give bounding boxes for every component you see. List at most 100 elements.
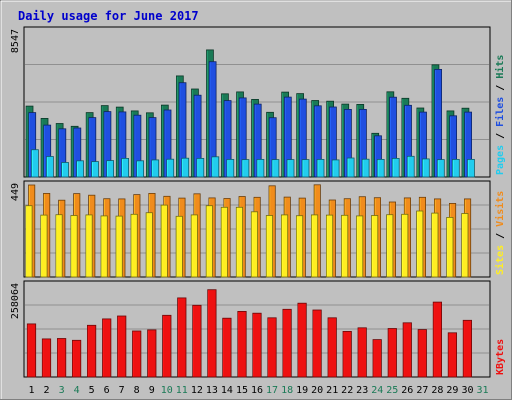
bar-pages-day-6	[106, 160, 114, 178]
x-label-day-16: 16	[251, 385, 263, 396]
panel-max-label: 449	[10, 183, 21, 201]
bar-kbytes-day-2	[41, 338, 52, 378]
bar-sites-day-6	[100, 215, 108, 278]
panel-kbytes: 258064 KBytes	[10, 280, 506, 378]
x-label-day-23: 23	[356, 385, 368, 396]
legend-entry-hits: Hits	[494, 55, 506, 79]
bar-sites-day-12	[190, 214, 198, 278]
bar-sites-day-26	[401, 213, 409, 278]
bar-sites-day-11	[175, 215, 183, 278]
x-label-day-22: 22	[341, 385, 353, 396]
bar-sites-day-10	[160, 204, 168, 278]
x-label-day-19: 19	[296, 385, 308, 396]
bar-pages-day-29	[451, 158, 460, 178]
x-label-day-18: 18	[281, 385, 293, 396]
legend-entry-kbytes: KBytes	[495, 339, 506, 375]
bar-kbytes-day-13	[207, 289, 217, 378]
bar-kbytes-day-6	[102, 318, 112, 378]
bar-sites-day-13	[205, 205, 213, 278]
bar-kbytes-day-7	[117, 315, 127, 378]
x-label-day-7: 7	[119, 385, 125, 396]
bar-kbytes-day-15	[237, 310, 247, 378]
bar-sites-day-25	[386, 214, 394, 278]
x-label-day-24: 24	[371, 385, 383, 396]
x-label-day-2: 2	[43, 385, 49, 396]
bar-pages-day-17	[271, 159, 280, 178]
x-label-day-10: 10	[161, 385, 173, 396]
bar-pages-day-5	[91, 161, 99, 178]
x-label-day-11: 11	[176, 385, 188, 396]
panel-max-label: 258064	[10, 283, 21, 319]
bar-sites-day-22	[341, 214, 349, 278]
bar-sites-day-19	[295, 215, 304, 278]
bar-pages-day-14	[226, 158, 235, 178]
x-label-day-27: 27	[416, 385, 428, 396]
x-label-day-8: 8	[134, 385, 140, 396]
bar-kbytes-day-8	[132, 330, 142, 378]
bar-kbytes-day-10	[162, 314, 172, 378]
x-label-day-13: 13	[206, 385, 218, 396]
bar-kbytes-day-19	[297, 302, 307, 378]
bar-kbytes-day-11	[177, 297, 187, 378]
bar-kbytes-day-22	[342, 330, 352, 378]
x-label-day-20: 20	[311, 385, 323, 396]
legend-entry-sites: Sites	[494, 245, 506, 275]
bar-kbytes-day-23	[357, 327, 367, 378]
bar-pages-day-3	[61, 162, 69, 178]
bar-kbytes-day-20	[312, 309, 322, 378]
bar-sites-day-7	[115, 215, 123, 278]
x-label-day-30: 30	[461, 385, 473, 396]
bar-pages-day-23	[361, 158, 370, 178]
bar-kbytes-day-4	[72, 339, 82, 378]
bar-sites-day-30	[461, 213, 469, 278]
bar-pages-day-1	[31, 149, 39, 178]
bar-sites-day-16	[250, 211, 259, 278]
bar-sites-day-4	[70, 215, 78, 278]
x-label-day-29: 29	[446, 385, 458, 396]
bar-sites-day-28	[431, 212, 439, 278]
bar-pages-day-2	[46, 156, 54, 178]
bar-kbytes-day-18	[282, 308, 292, 378]
bar-kbytes-day-30	[462, 319, 473, 378]
bar-pages-day-30	[467, 158, 475, 178]
bar-sites-day-2	[40, 214, 48, 278]
bar-kbytes-day-26	[402, 322, 412, 378]
x-label-day-4: 4	[74, 385, 80, 396]
chart-panels: 8547 Pages / Files / Hits 449 Sites / Visit…	[10, 26, 506, 378]
bar-pages-day-24	[376, 158, 385, 178]
bar-sites-day-15	[235, 206, 244, 278]
bar-sites-day-3	[55, 214, 63, 278]
bar-pages-day-22	[346, 157, 355, 178]
panel-legend: Pages / Files / Hits	[494, 55, 506, 175]
legend-entry-files: Files	[494, 97, 506, 127]
bar-sites-day-17	[265, 215, 273, 278]
bar-pages-day-28	[436, 159, 445, 178]
x-label-day-5: 5	[89, 385, 95, 396]
bar-kbytes-day-24	[372, 339, 382, 378]
x-label-day-9: 9	[149, 385, 155, 396]
chart-title: Daily usage for June 2017	[18, 9, 199, 23]
x-label-day-6: 6	[104, 385, 110, 396]
bar-kbytes-day-17	[267, 317, 277, 378]
bar-kbytes-day-16	[252, 312, 262, 378]
bar-pages-day-25	[391, 157, 400, 178]
panel-hits-files-pages: 8547 Pages / Files / Hits	[10, 26, 506, 178]
bar-kbytes-day-29	[447, 332, 458, 378]
bar-sites-day-27	[416, 210, 424, 278]
panel-legend: Sites / Visits	[494, 191, 506, 275]
x-axis-day-labels: 1 2 3 4 5 6 7 8 9 10 11 12 13 14 15 16 17 18 19 20 21 22 23 24 2…	[28, 385, 488, 396]
bar-pages-day-12	[196, 157, 205, 178]
bar-sites-day-21	[325, 214, 334, 278]
x-label-day-17: 17	[266, 385, 278, 396]
bar-sites-day-5	[85, 214, 93, 278]
legend-separator: /	[495, 127, 506, 145]
bar-sites-day-8	[130, 213, 138, 278]
legend-separator: /	[495, 227, 506, 245]
bar-pages-day-19	[301, 159, 310, 178]
bar-sites-day-1	[25, 205, 33, 278]
x-label-day-12: 12	[191, 385, 203, 396]
bar-kbytes-day-21	[327, 317, 337, 378]
bar-pages-day-4	[76, 160, 84, 178]
bar-kbytes-day-3	[57, 338, 67, 378]
